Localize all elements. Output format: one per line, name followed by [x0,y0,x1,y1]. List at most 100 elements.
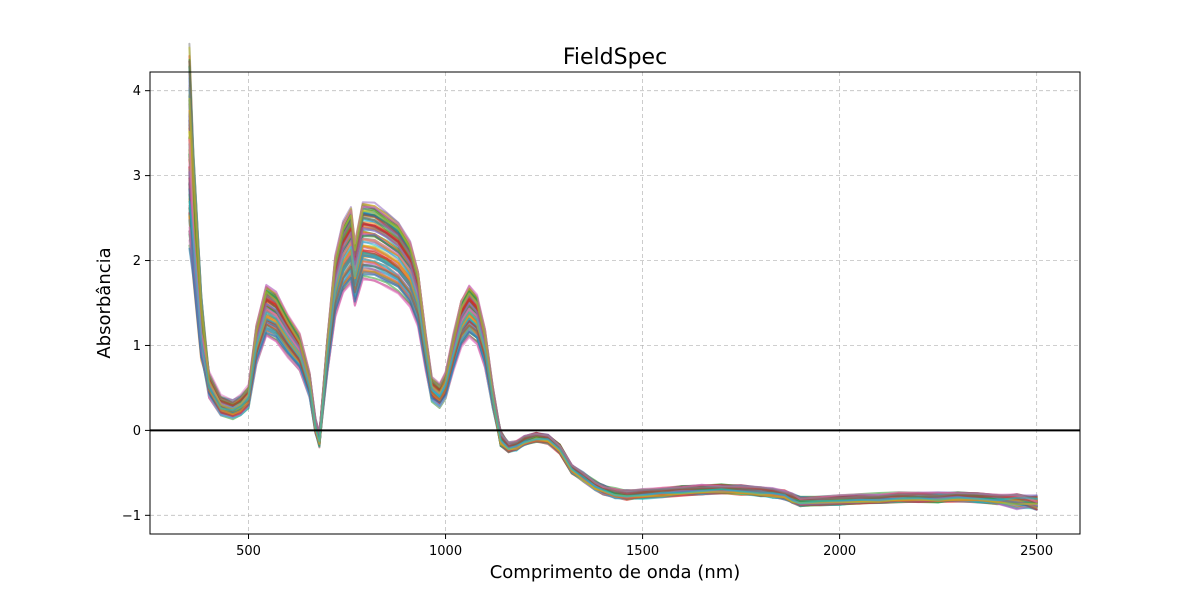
spectrum-series-81 [188,181,1038,504]
chart-title: FieldSpec [563,45,667,70]
spectrum-series-79 [188,130,1038,503]
spectrum-series-94 [188,177,1038,503]
x-tick-label: 1500 [626,544,659,559]
spectrum-series-26 [188,119,1038,501]
spectrum-series-58 [188,183,1038,509]
spectrum-series-17 [188,167,1038,504]
spectrum-series-88 [188,168,1038,505]
y-tick-label: −1 [122,509,141,524]
y-axis-ticks: −1 0 1 2 3 4 [122,84,150,524]
spectrum-series-78 [188,135,1038,505]
spectrum-series-31 [188,113,1038,501]
spectrum-series-22 [188,200,1038,503]
spectrum-series-61 [188,205,1038,503]
spectrum-series-44 [188,212,1038,501]
spectrum-series-83 [188,153,1038,506]
y-tick-label: 2 [133,254,141,269]
spectrum-series-29 [188,170,1038,507]
x-tick-label: 1000 [429,544,462,559]
series-group [188,42,1038,511]
spectrum-series-3 [188,230,1038,507]
spectrum-series-74 [188,158,1038,501]
spectrum-series-12 [188,198,1038,503]
spectrum-series-42 [188,127,1038,503]
spectrum-series-9 [188,136,1038,502]
spectrum-series-65 [188,114,1038,504]
x-tick-label: 500 [236,544,261,559]
spectrum-series-64 [188,182,1038,508]
spectrum-series-7 [188,192,1038,506]
y-tick-label: 4 [133,84,141,99]
x-axis-ticks: 500 1000 1500 2000 2500 [236,534,1053,559]
spectrum-series-66 [188,204,1038,501]
spectrum-series-46 [188,123,1038,511]
spectrum-series-47 [188,239,1038,504]
spectrum-series-86 [188,223,1038,505]
spectrum-series-41 [188,176,1038,509]
spectrum-series-36 [188,172,1038,502]
spectrum-series-13 [188,172,1038,508]
spectrum-series-80 [188,88,1038,509]
spectrum-series-23 [188,183,1038,506]
spectrum-series-77 [188,163,1038,507]
spectrum-series-21 [188,95,1038,507]
spectrum-series-91 [188,188,1038,508]
spectrum-series-57 [188,152,1038,506]
y-axis-label: Absorbância [94,247,115,358]
spectrum-series-89 [188,130,1038,505]
spectrum-series-60 [188,137,1038,510]
spectrum-series-19 [188,166,1038,505]
y-tick-label: 3 [133,169,141,184]
spectrum-series-16 [188,65,1038,510]
spectrum-series-52 [188,215,1038,506]
spectrum-series-90 [188,143,1038,505]
spectrum-series-73 [188,193,1038,506]
spectrum-series-95 [188,171,1038,507]
spectrum-series-6 [188,211,1038,500]
spectrum-series-1 [188,95,1038,505]
spectrum-series-35 [188,94,1038,507]
spectrum-series-75 [188,71,1038,511]
spectrum-series-56 [188,187,1038,507]
spectrum-series-62 [188,136,1038,505]
grid [150,72,1080,534]
spectrum-series-45 [188,165,1038,503]
spectrum-series-28 [188,170,1038,507]
spectrum-series-63 [188,65,1038,508]
spectrum-series-68 [188,218,1038,506]
spectrum-series-82 [188,109,1038,503]
spectrum-series-4 [188,142,1038,511]
spectrum-series-25 [188,206,1038,502]
spectrum-series-49 [188,214,1038,505]
spectrum-series-10 [188,213,1038,506]
spectrum-series-48 [188,171,1038,506]
spectrum-series-2 [188,93,1038,507]
spectrum-series-20 [188,111,1038,505]
spectrum-series-38 [188,98,1038,506]
spectrum-series-43 [188,207,1038,506]
spectrum-series-37 [188,155,1038,506]
spectrum-series-15 [188,183,1038,506]
spectrum-series-50 [188,219,1038,510]
spectrum-series-18 [188,127,1038,509]
spectrum-series-69 [188,94,1038,505]
x-tick-label: 2500 [1020,544,1053,559]
spectrum-series-14 [188,119,1038,507]
plot-frame [149,71,1081,535]
y-tick-label: 0 [133,424,141,439]
spectrum-series-92 [188,138,1038,509]
spectrum-series-40 [188,77,1038,508]
x-tick-label: 2000 [823,544,856,559]
spectrum-series-24 [188,102,1038,503]
spectrum-series-84 [188,166,1038,511]
spectrum-series-76 [188,153,1038,500]
spectrum-series-85 [188,230,1038,501]
spectrum-series-53 [188,213,1038,500]
spectrum-series-33 [188,149,1038,505]
spectrum-series-59 [188,136,1038,509]
spectrum-series-72 [188,148,1038,506]
y-tick-label: 1 [133,339,141,354]
spectrum-series-97 [188,138,1038,503]
spectrum-series-51 [188,115,1038,511]
spectrum-series-100 [188,200,1038,505]
